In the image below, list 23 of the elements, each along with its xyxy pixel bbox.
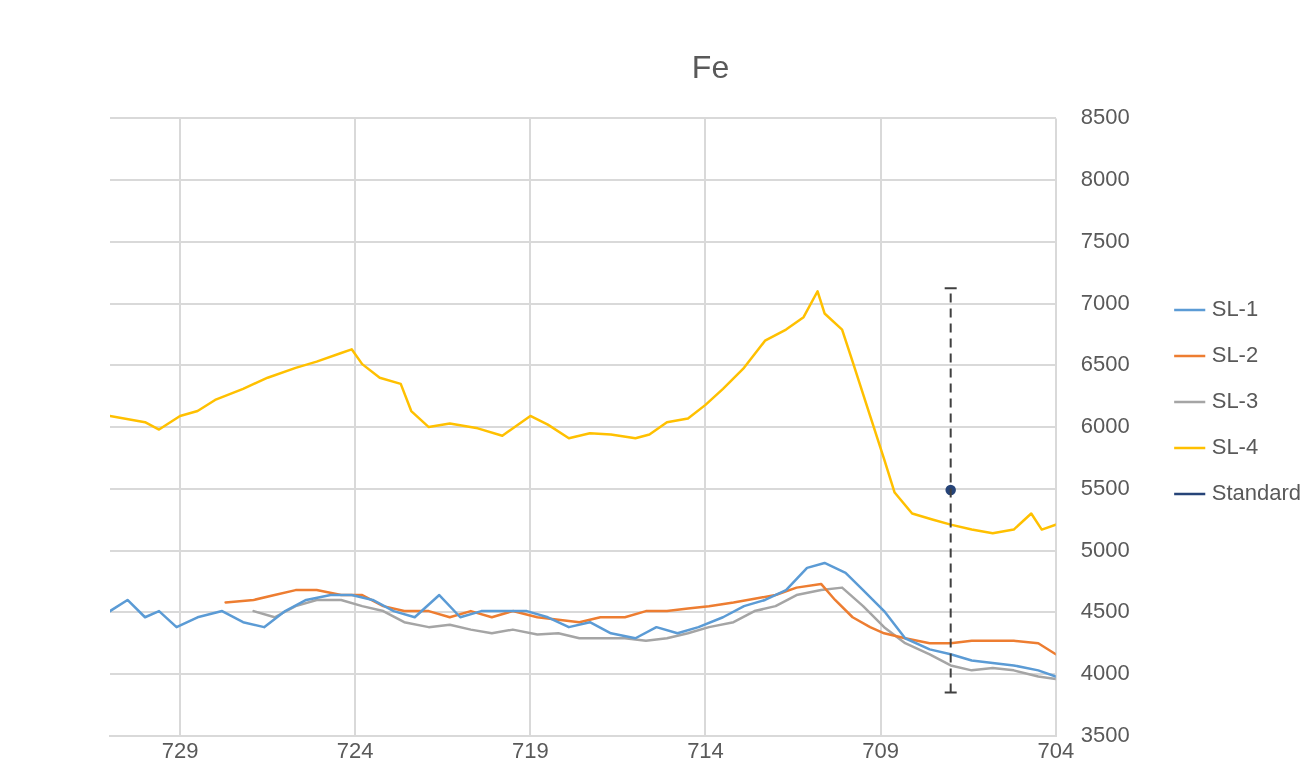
- x-tick-label: 704: [1037, 738, 1075, 764]
- y-tick-label: 5000: [1080, 536, 1130, 562]
- x-tick-label: 729: [161, 738, 199, 764]
- x-tick-label: 724: [336, 738, 374, 764]
- y-tick-label: 6500: [1080, 351, 1130, 377]
- y-tick-label: 6000: [1080, 413, 1130, 439]
- x-tick-label: 719: [511, 738, 549, 764]
- y-tick-label: 7500: [1080, 227, 1130, 253]
- y-tick-label: 3500: [1080, 721, 1130, 747]
- y-tick-label: 4500: [1080, 598, 1130, 624]
- y-tick-label: 5500: [1080, 474, 1130, 500]
- legend-label: Standard: [1211, 480, 1302, 506]
- legend-label: SL-2: [1211, 342, 1259, 368]
- y-tick-label: 7000: [1080, 289, 1130, 315]
- x-tick-label: 714: [687, 738, 724, 764]
- y-tick-label: 8500: [1080, 104, 1130, 130]
- legend-label: SL-1: [1211, 296, 1259, 322]
- y-tick-label: 4000: [1080, 660, 1130, 686]
- legend-label: SL-3: [1211, 388, 1259, 414]
- y-tick-label: 8000: [1080, 166, 1130, 192]
- x-tick-label: 709: [862, 738, 899, 764]
- chart-title: Fe: [691, 49, 730, 86]
- legend-label: SL-4: [1211, 434, 1259, 460]
